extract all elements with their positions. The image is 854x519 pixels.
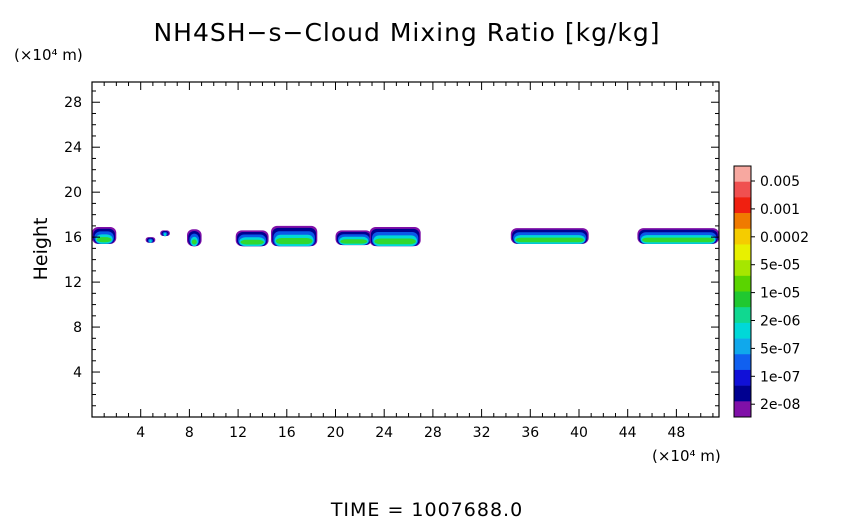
x-unit-label: (×10⁴ m) — [652, 447, 721, 465]
colorbar-swatch — [734, 197, 751, 214]
colorbar-swatch — [734, 244, 751, 261]
cloud-band — [96, 237, 112, 243]
colorbar-swatch — [734, 385, 751, 402]
colorbar: 0.005 0.001 0.0002 5e-05 1e-05 2e-06 5e-07 1e-0… — [733, 165, 809, 418]
cloud-band — [340, 239, 368, 244]
plot-frame — [91, 81, 720, 418]
x-tick-label: 24 — [375, 425, 393, 441]
cloud-band — [374, 238, 416, 245]
colorbar-swatch — [734, 401, 751, 418]
colorbar-label: 5e-07 — [760, 341, 800, 357]
x-tick-label: 4 — [136, 425, 145, 441]
x-tick-label: 44 — [619, 425, 637, 441]
cloud-segment — [510, 228, 589, 244]
colorbar-label: 0.001 — [760, 202, 800, 218]
colorbar-swatch — [734, 291, 751, 308]
cloud-segment — [335, 230, 372, 246]
colorbar-swatch — [734, 213, 751, 230]
cloud-segment — [187, 229, 202, 247]
colorbar-label: 0.0002 — [760, 230, 809, 246]
y-tick-label: 20 — [64, 185, 82, 201]
colorbar-swatch — [734, 307, 751, 324]
x-tick-label: 20 — [327, 425, 345, 441]
colorbar-swatch — [734, 338, 751, 355]
x-tick-label: 36 — [521, 425, 539, 441]
cloud-band — [275, 238, 313, 245]
y-unit-label: (×10⁴ m) — [14, 46, 83, 64]
cloud-segment — [369, 227, 421, 247]
y-tick-label: 28 — [64, 95, 82, 111]
x-tick-label: 8 — [185, 425, 194, 441]
y-axis-label: Height — [30, 218, 52, 281]
cloud-band — [240, 239, 264, 245]
cloud-band — [191, 239, 197, 245]
colorbar-swatch — [734, 181, 751, 198]
colorbar-frame — [733, 165, 752, 418]
y-tick-label: 24 — [64, 140, 82, 156]
x-tick-label: 40 — [570, 425, 588, 441]
colorbar-swatch — [734, 322, 751, 339]
colorbar-label: 1e-07 — [760, 369, 800, 385]
colorbar-swatch — [734, 228, 751, 245]
y-tick-label: 12 — [64, 275, 82, 291]
colorbar-swatch — [734, 369, 751, 386]
colorbar-swatch — [734, 275, 751, 292]
cloud-segment — [145, 237, 156, 243]
colorbar-label: 0.005 — [760, 174, 800, 190]
cloud-band — [642, 237, 715, 243]
cloud-segment — [637, 228, 719, 244]
x-tick-label: 12 — [229, 425, 247, 441]
x-tick-label: 48 — [667, 425, 685, 441]
cloud-segment — [160, 230, 170, 237]
colorbar-label: 5e-05 — [760, 258, 800, 274]
x-tick-label: 28 — [424, 425, 442, 441]
colorbar-swatch — [734, 260, 751, 277]
chart-title: NH4SH−s−Cloud Mixing Ratio [kg/kg] — [153, 18, 660, 47]
colorbar-swatch — [734, 354, 751, 371]
cloud-layer — [92, 225, 719, 247]
y-tick-label: 8 — [73, 320, 82, 336]
cloud-band — [515, 237, 584, 243]
cloud-segment — [235, 230, 269, 247]
colorbar-label: 2e-06 — [760, 314, 800, 330]
x-tick-label: 16 — [278, 425, 296, 441]
y-tick-label: 16 — [64, 230, 82, 246]
cloud-segment — [271, 225, 318, 247]
cloud-segment — [92, 227, 117, 244]
y-tick-label: 4 — [73, 365, 82, 381]
x-tick-label: 32 — [473, 425, 491, 441]
colorbar-label: 2e-08 — [760, 397, 800, 413]
time-footer: TIME = 1007688.0 — [330, 499, 523, 519]
colorbar-swatch — [734, 166, 751, 182]
colorbar-label: 1e-05 — [760, 286, 800, 302]
